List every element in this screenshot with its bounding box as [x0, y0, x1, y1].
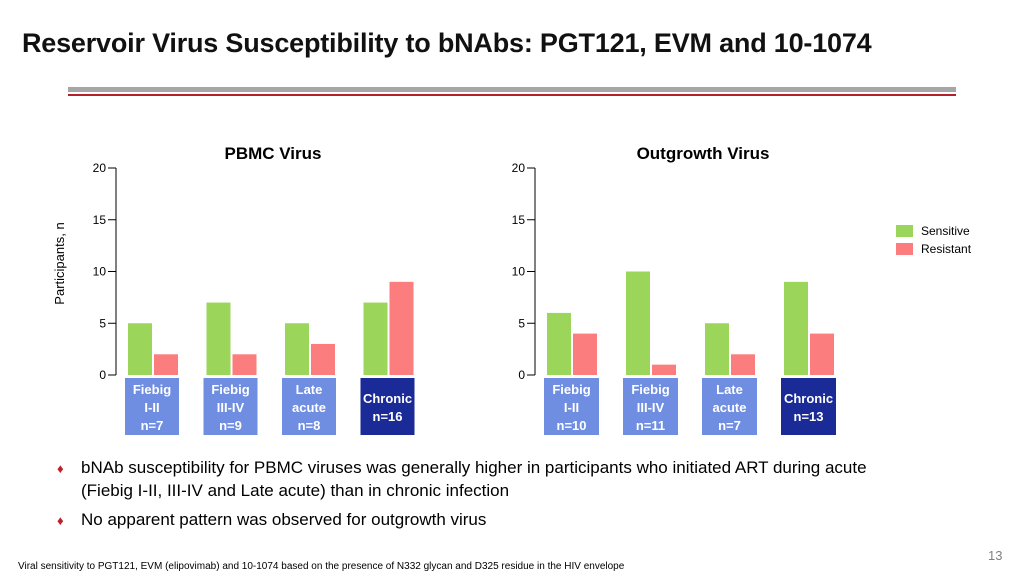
bar-sensitive: [285, 323, 309, 375]
diamond-bullet-icon: ♦: [57, 461, 64, 476]
legend-label-resistant: Resistant: [921, 242, 972, 256]
category-label: Fiebig: [211, 382, 249, 397]
y-tick-label: 5: [518, 316, 525, 330]
legend-swatch-sensitive: [896, 225, 913, 237]
footnote: Viral sensitivity to PGT121, EVM (elipov…: [18, 561, 625, 572]
legend-item-sensitive: Sensitive: [896, 222, 971, 240]
category-label: I-II: [564, 400, 579, 415]
y-tick-label: 15: [512, 213, 526, 227]
category-label-box: [623, 378, 678, 435]
category-label: acute: [713, 400, 747, 415]
bullet-line: No apparent pattern was observed for out…: [81, 510, 487, 529]
y-tick-label: 20: [512, 161, 526, 175]
legend-item-resistant: Resistant: [896, 240, 971, 258]
bullet-text: No apparent pattern was observed for out…: [81, 508, 486, 532]
category-label: n=8: [298, 418, 321, 433]
category-label: acute: [292, 400, 326, 415]
bar-resistant: [232, 354, 257, 375]
chart-legend: Sensitive Resistant: [896, 222, 971, 258]
category-label: Late: [296, 382, 323, 397]
category-label: Fiebig: [552, 382, 590, 397]
bar-resistant: [311, 343, 335, 375]
pbmc-chart: PBMC Virus 0 5 10 15 20 Participants, n Fiebig I…: [52, 144, 415, 435]
chart-title: PBMC Virus: [225, 144, 322, 163]
bar-sensitive: [547, 312, 571, 375]
bar-sensitive: [363, 302, 388, 375]
y-tick-label: 20: [93, 161, 107, 175]
legend-swatch-resistant: [896, 243, 913, 255]
bar-resistant: [389, 281, 414, 375]
category-label-box: [282, 378, 336, 435]
bullet-line: bNAb susceptibility for PBMC viruses was…: [81, 458, 867, 477]
category-label: n=16: [373, 409, 403, 424]
chart-title: Outgrowth Virus: [637, 144, 770, 163]
bar-sensitive: [784, 281, 808, 375]
bar-resistant: [573, 333, 597, 375]
category-label-box: [781, 378, 836, 435]
category-label: III-IV: [217, 400, 245, 415]
y-tick-label: 0: [99, 368, 106, 382]
category-label: n=9: [219, 418, 242, 433]
y-tick-label: 15: [93, 213, 107, 227]
bar-resistant: [154, 354, 178, 375]
bar-sensitive: [705, 323, 729, 375]
outgrowth-chart: Outgrowth Virus 0 5 10 15 20 Fiebig I-II n=10 Fie…: [512, 144, 836, 435]
y-axis-label: Participants, n: [52, 222, 67, 304]
bar-sensitive: [128, 323, 152, 375]
bullet-item: ♦ No apparent pattern was observed for o…: [57, 508, 987, 532]
category-label: Late: [716, 382, 743, 397]
title-divider-red: [68, 94, 956, 96]
bar-resistant: [652, 364, 676, 375]
bullet-item: ♦ bNAb susceptibility for PBMC viruses w…: [57, 456, 987, 502]
diamond-bullet-icon: ♦: [57, 513, 64, 528]
category-label-box: [125, 378, 179, 435]
category-label-box: [702, 378, 757, 435]
bullet-list: ♦ bNAb susceptibility for PBMC viruses w…: [57, 456, 987, 538]
bar-sensitive: [626, 271, 650, 375]
category-label: III-IV: [637, 400, 665, 415]
title-divider-gray: [68, 87, 956, 92]
category-label: n=11: [636, 418, 665, 433]
legend-label-sensitive: Sensitive: [921, 224, 970, 238]
category-label: n=13: [794, 409, 824, 424]
bar-sensitive: [206, 302, 231, 375]
bar-resistant: [731, 354, 755, 375]
category-label: Fiebig: [133, 382, 171, 397]
category-label: n=7: [718, 418, 741, 433]
category-label: Chronic: [784, 391, 833, 406]
slide-title: Reservoir Virus Susceptibility to bNAbs:…: [22, 28, 872, 58]
category-label: Fiebig: [631, 382, 669, 397]
y-tick-label: 10: [93, 265, 107, 279]
y-tick-label: 5: [99, 316, 106, 330]
page-number: 13: [988, 548, 1003, 563]
category-label: Chronic: [363, 391, 412, 406]
y-tick-label: 10: [512, 265, 526, 279]
y-tick-label: 0: [518, 368, 525, 382]
bar-charts: PBMC Virus 0 5 10 15 20 Participants, n Fiebig I…: [52, 144, 836, 435]
bar-resistant: [810, 333, 834, 375]
category-label: I-II: [144, 400, 159, 415]
bullet-text: bNAb susceptibility for PBMC viruses was…: [81, 456, 867, 502]
category-label-box: [203, 378, 258, 435]
category-label-box: [360, 378, 415, 435]
bullet-line: (Fiebig I-II, III-IV and Late acute) tha…: [81, 481, 510, 500]
category-label: n=7: [141, 418, 164, 433]
category-label-box: [544, 378, 599, 435]
category-label: n=10: [557, 418, 587, 433]
